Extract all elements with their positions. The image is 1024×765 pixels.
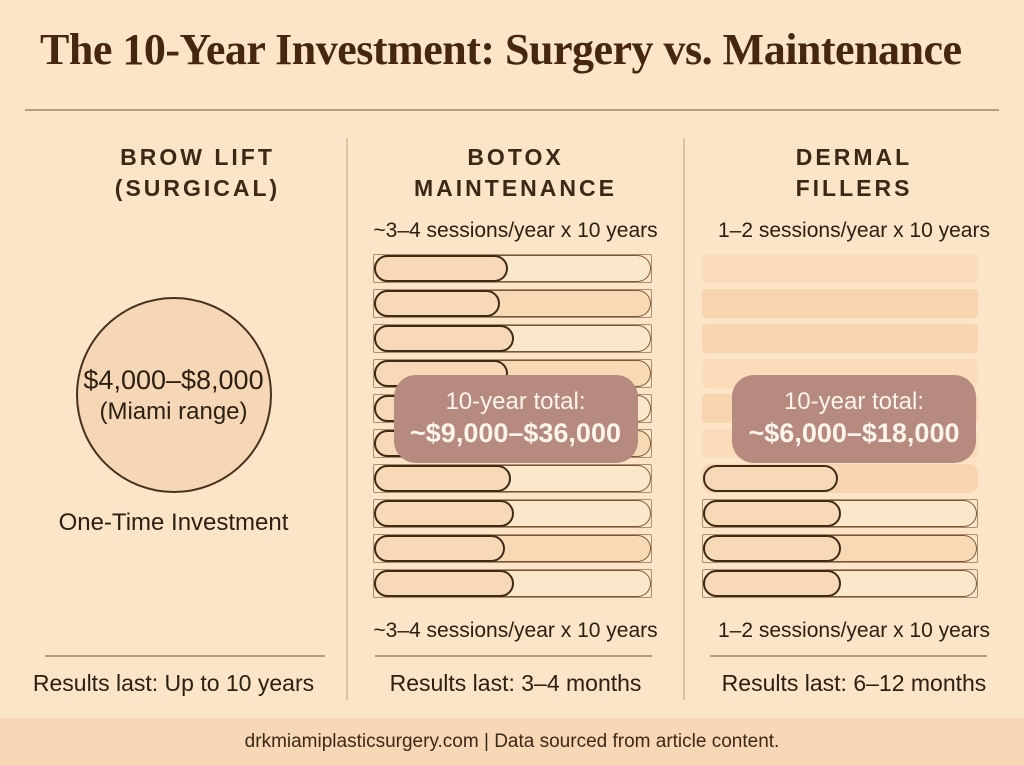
botox-session-bars xyxy=(373,254,652,604)
session-pill xyxy=(374,465,511,492)
session-bar-row xyxy=(373,254,652,283)
session-bar-row xyxy=(702,464,978,493)
column-title-line1: DERMAL xyxy=(795,144,913,170)
total-badge-botox: 10-year total: ~$9,000–$36,000 xyxy=(393,375,638,463)
sessions-caption-top: 1–2 sessions/year x 10 years xyxy=(718,219,990,242)
sessions-caption-bottom: ~3–4 sessions/year x 10 years xyxy=(373,619,658,642)
surgery-price-note: (Miami range) xyxy=(99,398,248,425)
footer-bar: drkmiamiplasticsurgery.com | Data source… xyxy=(0,718,1024,765)
results-text-botox: Results last: 3–4 months xyxy=(389,670,642,696)
column-title-line2: (SURGICAL) xyxy=(114,175,281,201)
session-bar-row xyxy=(373,534,652,563)
one-time-caption: One-Time Investment xyxy=(58,509,289,536)
sessions-caption-top: ~3–4 sessions/year x 10 years xyxy=(373,219,658,242)
column-title-line2: FILLERS xyxy=(795,175,913,201)
column-title-line1: BOTOX xyxy=(467,144,564,170)
results-text-dermal: Results last: 6–12 months xyxy=(721,670,987,696)
session-bar-row xyxy=(373,289,652,318)
total-badge-dermal: 10-year total: ~$6,000–$18,000 xyxy=(732,375,976,463)
column-brow-lift: BROW LIFT (SURGICAL) $4,000–$8,000 (Miam… xyxy=(0,130,347,718)
results-divider xyxy=(375,655,652,657)
column-divider-1 xyxy=(346,138,348,700)
column-title-botox: BOTOX MAINTENANCE xyxy=(347,142,684,204)
page-title: The 10-Year Investment: Surgery vs. Main… xyxy=(40,25,962,74)
results-text-brow-lift: Results last: Up to 10 years xyxy=(32,670,315,696)
footer-attribution-text: drkmiamiplasticsurgery.com | Data source… xyxy=(244,731,780,752)
session-pill xyxy=(374,500,514,527)
results-divider xyxy=(710,655,987,657)
session-bar-row xyxy=(702,254,978,283)
session-bar-row xyxy=(373,499,652,528)
total-badge-value: ~$9,000–$36,000 xyxy=(410,418,621,448)
session-pill xyxy=(703,465,839,492)
session-pill xyxy=(374,570,514,597)
surgery-price-range: $4,000–$8,000 xyxy=(83,365,264,395)
session-pill xyxy=(703,535,841,562)
column-dermal-fillers: DERMAL FILLERS 1–2 sessions/year x 10 ye… xyxy=(684,130,1024,718)
session-bar-row xyxy=(702,499,978,528)
session-pill xyxy=(374,290,500,317)
column-title-line2: MAINTENANCE xyxy=(414,175,617,201)
session-bar-row xyxy=(702,289,978,318)
total-badge-label: 10-year total: xyxy=(783,388,925,415)
session-bar-row xyxy=(373,464,652,493)
column-botox: BOTOX MAINTENANCE ~3–4 sessions/year x 1… xyxy=(347,130,684,718)
session-pill xyxy=(374,255,508,282)
column-title-dermal: DERMAL FILLERS xyxy=(684,142,1024,204)
session-bar-row xyxy=(373,569,652,598)
dermal-session-bars xyxy=(702,254,978,604)
session-pill xyxy=(703,570,841,597)
column-divider-2 xyxy=(683,138,685,700)
title-divider xyxy=(25,109,999,111)
session-pill xyxy=(374,535,506,562)
results-divider xyxy=(45,655,325,657)
column-title-brow-lift: BROW LIFT (SURGICAL) xyxy=(24,142,371,204)
total-badge-label: 10-year total: xyxy=(445,388,586,415)
sessions-caption-bottom: 1–2 sessions/year x 10 years xyxy=(718,619,990,642)
session-bar-row xyxy=(373,324,652,353)
session-bar-row xyxy=(702,324,978,353)
session-pill xyxy=(374,325,514,352)
column-title-line1: BROW LIFT xyxy=(120,144,275,170)
session-pill xyxy=(703,500,841,527)
session-bar-row xyxy=(702,534,978,563)
session-bar-row xyxy=(702,569,978,598)
total-badge-value: ~$6,000–$18,000 xyxy=(748,418,960,448)
one-time-cost-circle: $4,000–$8,000 (Miami range) xyxy=(75,297,272,493)
